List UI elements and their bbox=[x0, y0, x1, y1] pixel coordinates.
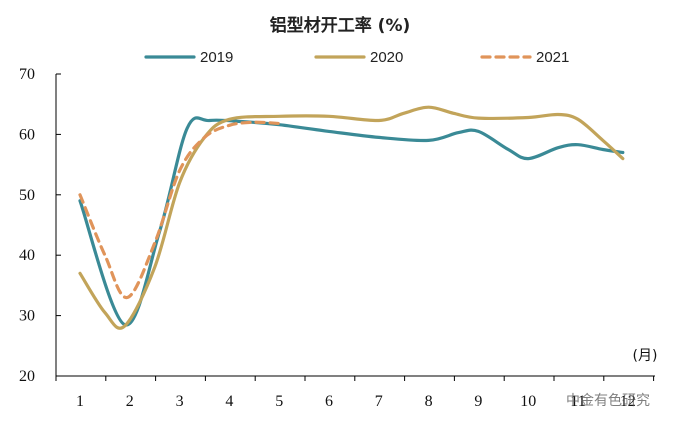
y-tick-label: 50 bbox=[19, 187, 35, 204]
x-tick-label: 12 bbox=[620, 393, 636, 410]
x-tick-label: 6 bbox=[325, 393, 333, 410]
x-tick-label: 4 bbox=[225, 393, 233, 410]
x-tick-label: 3 bbox=[176, 393, 184, 410]
y-tick-label: 70 bbox=[19, 66, 35, 83]
x-tick-label: 10 bbox=[520, 393, 536, 410]
x-tick-label: 5 bbox=[275, 393, 283, 410]
x-tick-label: 1 bbox=[76, 393, 84, 410]
legend-label-2020: 2020 bbox=[370, 49, 403, 66]
series-layer bbox=[78, 105, 625, 330]
x-axis-unit-label: (月) bbox=[633, 348, 658, 364]
x-tick-label: 7 bbox=[375, 393, 383, 410]
series-line-2021 bbox=[78, 120, 281, 300]
y-tick-label: 40 bbox=[19, 247, 35, 264]
legend-label-2021: 2021 bbox=[536, 49, 569, 66]
x-tick-label: 2 bbox=[126, 393, 134, 410]
y-tick-label: 20 bbox=[19, 368, 35, 385]
legend: 2019 2020 2021 bbox=[144, 49, 569, 66]
x-tick-label: 11 bbox=[570, 393, 585, 410]
x-tick-label: 9 bbox=[474, 393, 482, 410]
y-tick-label: 60 bbox=[19, 126, 35, 143]
y-tick-label: 30 bbox=[19, 308, 35, 325]
series-line-2020 bbox=[78, 105, 625, 330]
x-tick-label: 8 bbox=[425, 393, 433, 410]
chart-title: 铝型材开工率 (%) bbox=[270, 15, 411, 36]
legend-label-2019: 2019 bbox=[200, 49, 233, 66]
watermark-text: 中金有色研究 bbox=[566, 392, 650, 409]
